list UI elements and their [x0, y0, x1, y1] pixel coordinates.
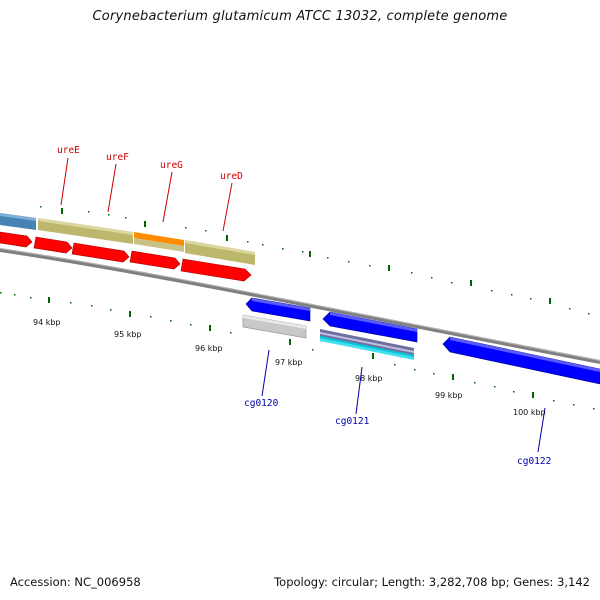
- upper-tick-marks: [40, 206, 590, 315]
- kbp-label-97: 97 kbp: [275, 358, 303, 367]
- gene-label-cg0120: cg0120: [244, 398, 279, 409]
- genome-title: Corynebacterium glutamicum ATCC 13032, c…: [92, 9, 508, 24]
- gene-label-uree: ureE: [57, 145, 80, 156]
- upper-cds-band: [0, 213, 255, 265]
- forward-gene-arrow: [180, 258, 252, 282]
- kbp-label-98: 98 kbp: [355, 374, 383, 383]
- genome-backbone: [0, 248, 600, 364]
- kbp-label-94: 94 kbp: [33, 318, 61, 327]
- cds-orange-segment: [134, 232, 184, 246]
- gene-label-cg0121: cg0121: [335, 416, 370, 427]
- gene-label-ureg: ureG: [160, 160, 183, 171]
- forward-gene-arrow: [33, 236, 73, 254]
- lower-tick-marks: [0, 292, 595, 410]
- forward-gene-arrow: [0, 231, 33, 248]
- kbp-label-99: 99 kbp: [435, 391, 463, 400]
- kbp-label-100: 100 kbp: [513, 408, 546, 417]
- cds-olive-segment-2: [185, 240, 255, 265]
- forward-gene-arrows: [0, 231, 252, 282]
- genome-summary-text: Topology: circular; Length: 3,282,708 bp…: [274, 575, 590, 589]
- lower-label-leaders: [261, 349, 546, 453]
- forward-gene-arrow: [129, 250, 181, 270]
- kbp-label-96: 96 kbp: [195, 344, 223, 353]
- gene-label-ured: ureD: [220, 171, 243, 182]
- reverse-gene-arrows: [242, 297, 600, 385]
- upper-label-leaders: [60, 157, 233, 232]
- forward-gene-arrow: [71, 242, 130, 263]
- accession-text: Accession: NC_006958: [10, 575, 141, 589]
- reverse-gene-arrow: [322, 311, 418, 343]
- reverse-gene-arrow: [442, 336, 600, 385]
- gene-label-cg0122: cg0122: [517, 456, 551, 467]
- kbp-label-95: 95 kbp: [114, 330, 142, 339]
- gene-label-uref: ureF: [106, 152, 129, 163]
